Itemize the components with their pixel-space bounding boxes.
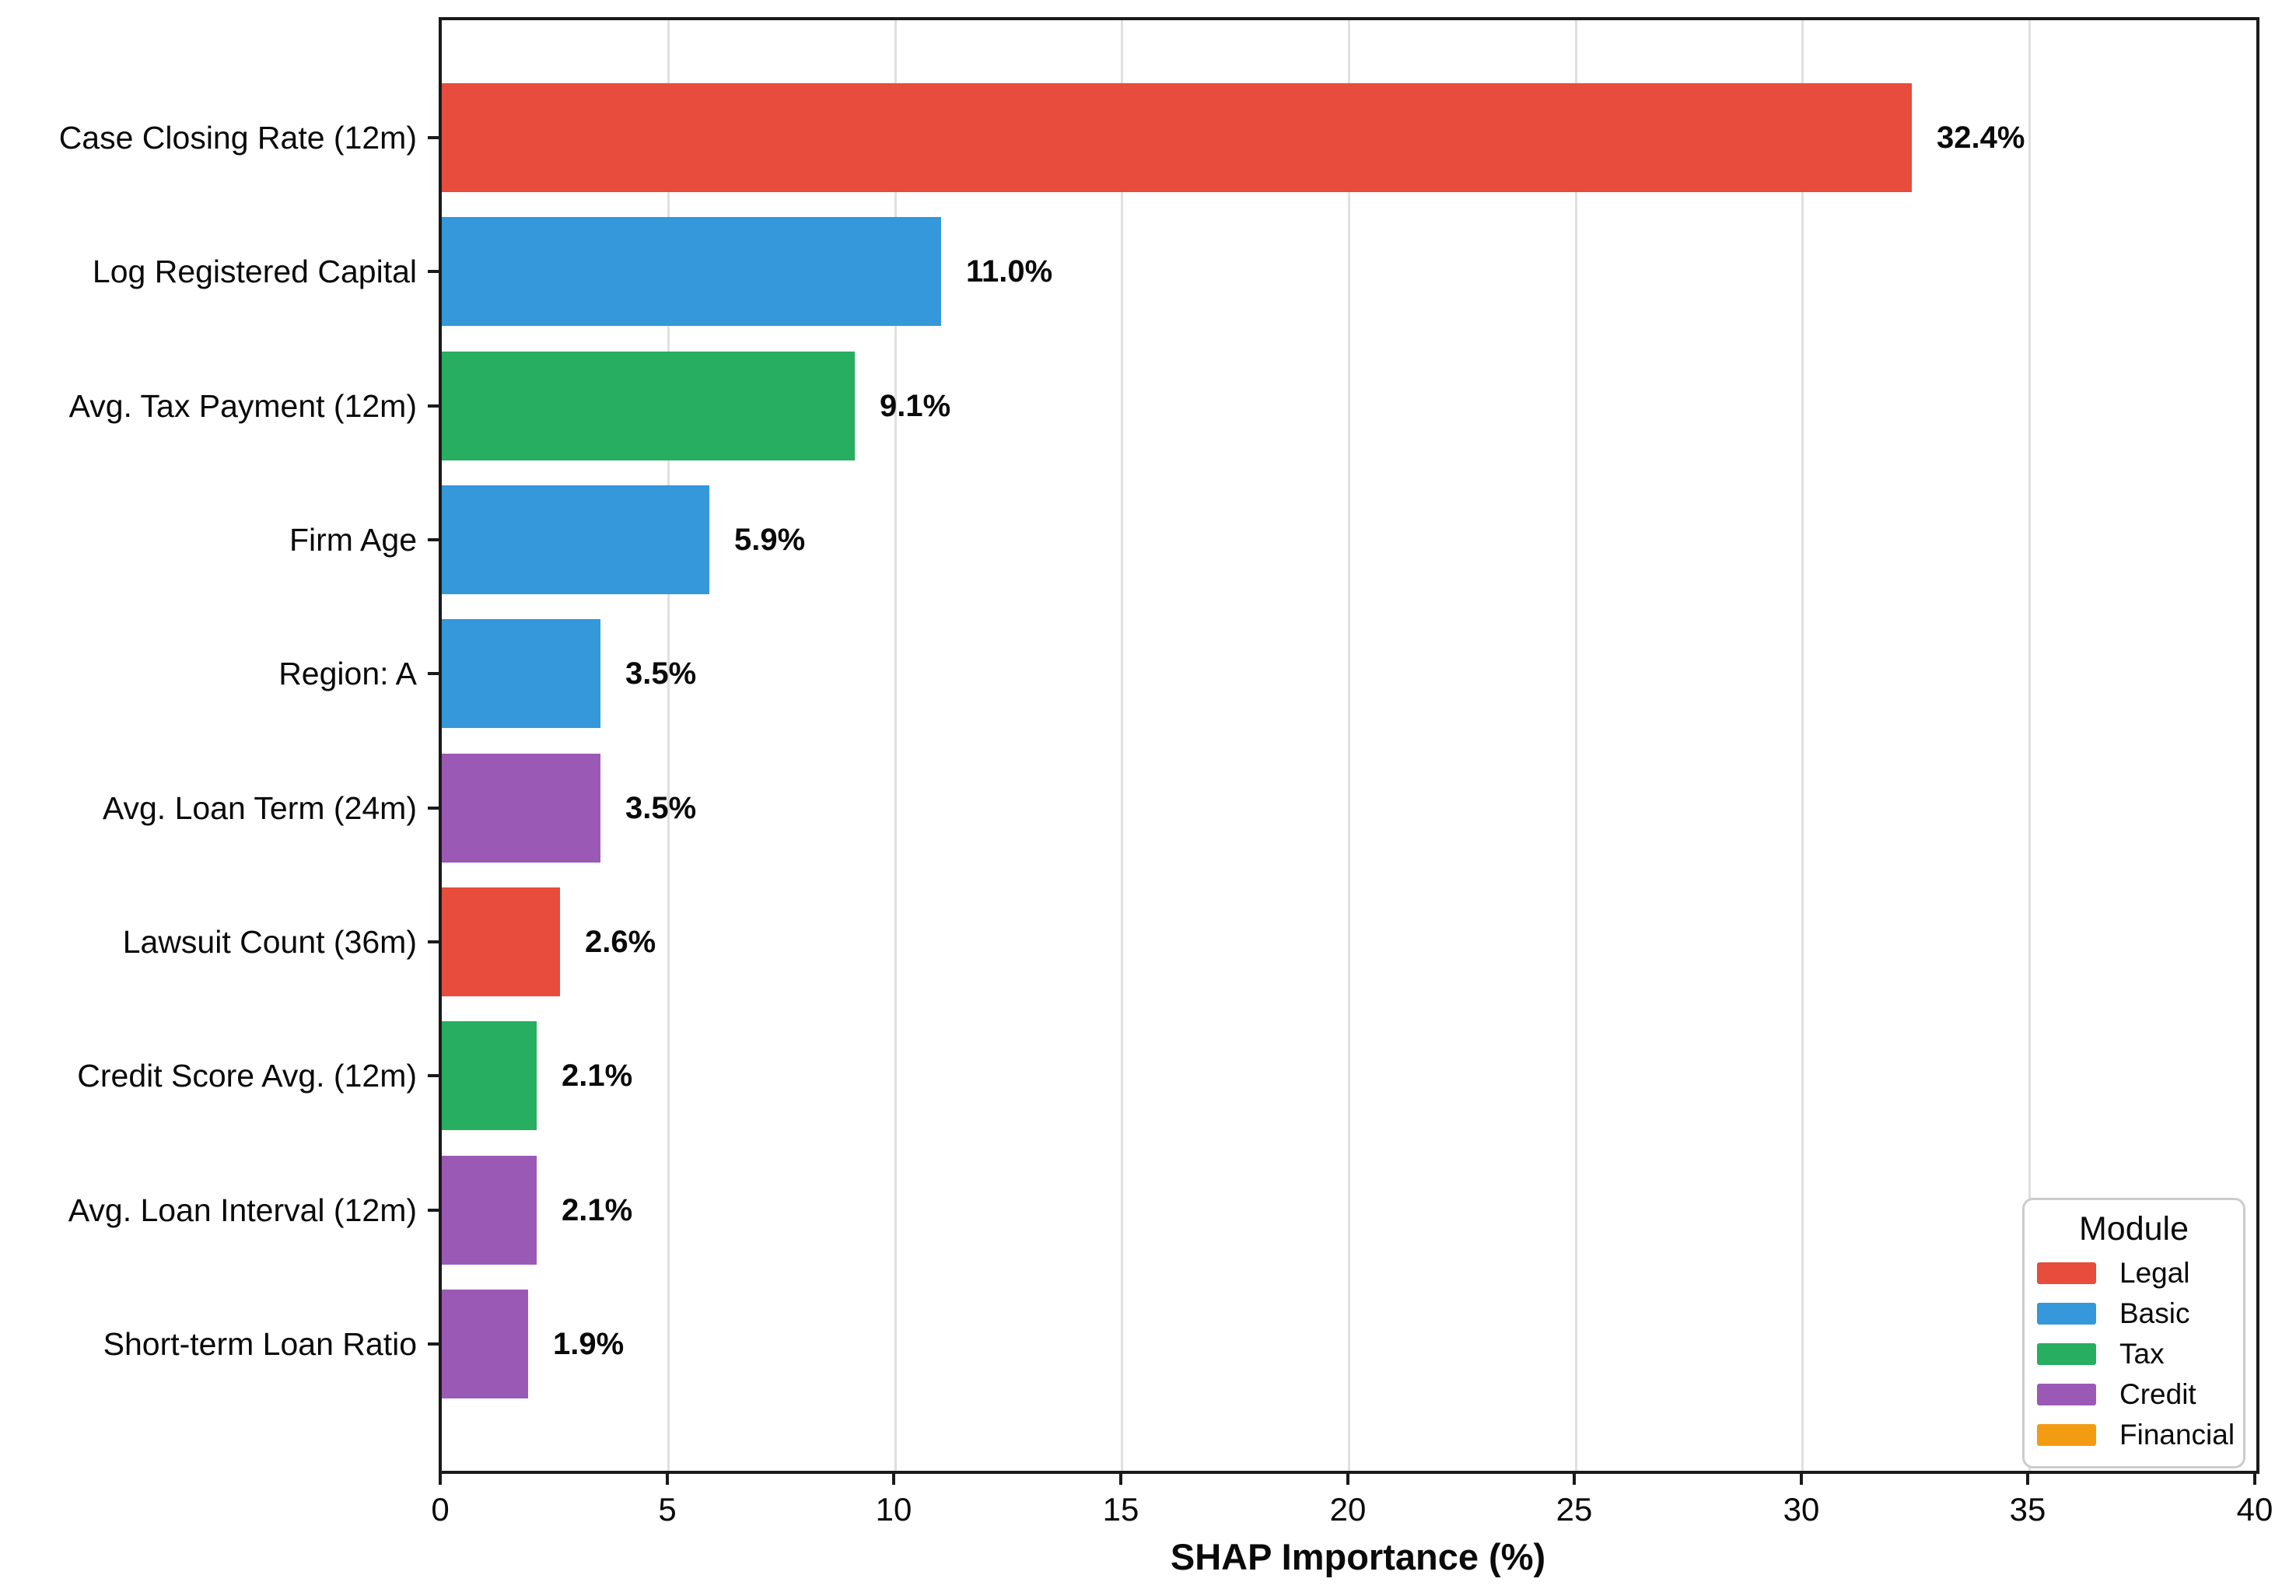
legend-swatch-financial (2037, 1424, 2096, 1446)
y-tick (428, 538, 439, 541)
bar-value-label: 3.5% (625, 791, 697, 825)
bar-value-label: 5.9% (734, 523, 806, 557)
x-tick-label: 30 (1783, 1491, 1820, 1528)
legend-label: Financial (2119, 1419, 2235, 1451)
y-axis-category-label: Log Registered Capital (92, 254, 417, 289)
legend-entry-basic: Basic (2037, 1293, 2231, 1334)
x-tick (666, 1474, 669, 1485)
y-axis-category-label: Avg. Loan Interval (12m) (68, 1192, 417, 1228)
bar-basic-3 (442, 485, 709, 594)
bar-value-label: 1.9% (553, 1327, 625, 1361)
y-tick (428, 1209, 439, 1212)
x-axis-label: SHAP Importance (%) (1170, 1536, 1546, 1577)
legend-label: Legal (2119, 1257, 2190, 1289)
x-tick-label: 0 (431, 1491, 450, 1528)
bar-value-label: 2.6% (585, 925, 656, 959)
bar-value-label: 11.0% (966, 254, 1053, 289)
y-tick (428, 672, 439, 675)
x-tick (892, 1474, 895, 1485)
bar-basic-4 (442, 619, 600, 728)
x-tick (2253, 1474, 2256, 1485)
gridline-35 (2028, 20, 2031, 1471)
gridline-20 (1348, 20, 1350, 1471)
legend-swatch-basic (2037, 1303, 2096, 1325)
bar-legal-0 (442, 83, 1912, 192)
bar-value-label: 2.1% (562, 1193, 633, 1227)
x-tick-label: 10 (875, 1491, 912, 1528)
y-axis-category-label: Short-term Loan Ratio (103, 1326, 417, 1362)
legend-swatch-credit (2037, 1384, 2096, 1405)
legend-entry-tax: Tax (2037, 1334, 2231, 1374)
legend-label: Basic (2119, 1297, 2190, 1329)
y-tick (428, 136, 439, 139)
y-axis-category-label: Avg. Loan Term (24m) (102, 790, 417, 826)
bar-credit-8 (442, 1156, 537, 1265)
y-axis-category-label: Firm Age (289, 522, 417, 558)
bar-credit-5 (442, 754, 600, 863)
x-tick (2026, 1474, 2029, 1485)
y-axis-category-label: Case Closing Rate (12m) (58, 120, 417, 156)
legend-label: Credit (2119, 1378, 2196, 1410)
legend-entry-credit: Credit (2037, 1374, 2231, 1415)
bar-basic-1 (442, 217, 941, 326)
bar-tax-2 (442, 352, 855, 460)
x-tick-label: 5 (658, 1491, 677, 1528)
y-axis-category-label: Avg. Tax Payment (12m) (68, 388, 417, 424)
gridline-30 (1801, 20, 1804, 1471)
legend-title: Module (2078, 1210, 2189, 1248)
legend-swatch-legal (2037, 1262, 2096, 1284)
legend-entry-legal: Legal (2037, 1253, 2231, 1293)
x-tick-label: 15 (1102, 1491, 1139, 1528)
gridline-15 (1121, 20, 1124, 1471)
y-tick (428, 1074, 439, 1077)
plot-area (439, 17, 2259, 1474)
y-tick (428, 940, 439, 943)
bar-value-label: 3.5% (625, 656, 697, 691)
bar-credit-9 (442, 1290, 528, 1398)
legend-label: Tax (2119, 1338, 2165, 1370)
legend-swatch-tax (2037, 1343, 2096, 1365)
y-axis-category-label: Credit Score Avg. (12m) (77, 1058, 417, 1094)
legend-entries: Legal Basic Tax Credit Financial (2037, 1253, 2235, 1455)
gridline-25 (1574, 20, 1577, 1471)
bar-value-label: 9.1% (880, 389, 951, 423)
x-tick (1346, 1474, 1349, 1485)
gridline-5 (667, 20, 670, 1471)
bar-value-label: 2.1% (562, 1059, 633, 1093)
x-tick (439, 1474, 442, 1485)
x-tick-label: 20 (1329, 1491, 1367, 1528)
x-tick-label: 40 (2236, 1491, 2273, 1528)
bar-tax-7 (442, 1021, 537, 1130)
y-axis-category-label: Lawsuit Count (36m) (122, 924, 417, 960)
gridline-10 (894, 20, 897, 1471)
y-axis-category-label: Region: A (278, 656, 417, 691)
y-tick (428, 807, 439, 810)
legend-entry-financial: Financial (2037, 1415, 2235, 1455)
x-tick-label: 35 (2009, 1491, 2046, 1528)
bar-legal-6 (442, 887, 560, 996)
bar-value-label: 32.4% (1937, 121, 2025, 155)
y-tick (428, 1342, 439, 1346)
legend: Module Legal Basic Tax Credit Financial (2022, 1198, 2245, 1468)
y-tick (428, 270, 439, 273)
y-tick (428, 404, 439, 408)
x-tick-label: 25 (1556, 1491, 1593, 1528)
x-tick (1119, 1474, 1122, 1485)
x-tick (1573, 1474, 1576, 1485)
x-tick (1800, 1474, 1803, 1485)
